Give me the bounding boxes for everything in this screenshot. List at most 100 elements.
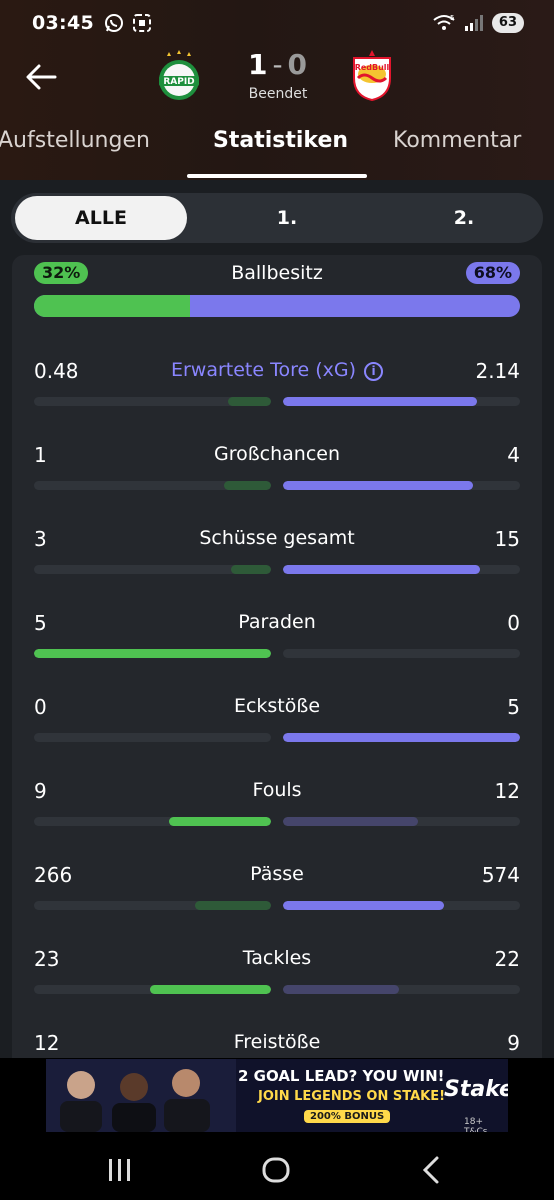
ad-subline: JOIN LEGENDS ON STAKE! [258, 1089, 446, 1104]
stat-name: Pässe [124, 863, 430, 885]
stat-row: 266 Pässe 574 [34, 863, 520, 923]
ad-terms: 18+ T&Cs [464, 1117, 488, 1132]
stat-away-value: 574 [481, 863, 520, 887]
stats-card: 32% Ballbesitz 68% 0.48 Erwartete Tore (x… [12, 255, 542, 1058]
ad-players-image [46, 1059, 236, 1132]
stat-away-bar-track [283, 901, 520, 910]
stat-row: 5 Paraden 0 [34, 611, 520, 671]
possession-away: 68% [465, 262, 520, 284]
stat-away-bar-track [283, 481, 520, 490]
arrow-left-icon [26, 64, 57, 90]
stat-home-bar-fill [195, 901, 271, 910]
tab-statistics[interactable]: Statistiken [213, 128, 349, 153]
period-switch: ALLE 1. 2. [11, 193, 543, 243]
stat-home-bar-track [34, 985, 271, 994]
stat-label: Großchancen [213, 443, 341, 465]
stat-row: 0 Eckstöße 5 [34, 695, 520, 755]
stat-name: Schüsse gesamt [124, 527, 430, 549]
score: 1-0 [228, 48, 328, 81]
stat-label: Eckstöße [233, 695, 321, 717]
stat-home-value: 1 [34, 443, 47, 467]
stat-name: Tackles [124, 947, 430, 969]
stat-home-value: 23 [34, 947, 60, 971]
stat-away-bar-fill [283, 481, 473, 490]
period-all-button[interactable]: ALLE [15, 196, 187, 240]
chevron-left-icon[interactable] [412, 1150, 452, 1190]
stat-home-value: 266 [34, 863, 73, 887]
stat-name: Großchancen [124, 443, 430, 465]
status-bar: 03:45 5 [0, 0, 554, 46]
stat-home-bar-track [34, 649, 271, 658]
stat-label: Fouls [252, 779, 302, 801]
home-logo-text: RAPID [163, 77, 194, 87]
stat-label: Erwartete Tore (xG) [170, 359, 357, 381]
ad-banner[interactable]: 2 GOAL LEAD? YOU WIN! JOIN LEGENDS ON ST… [46, 1059, 508, 1132]
whatsapp-icon [104, 14, 123, 32]
statistics-content[interactable]: ALLE 1. 2. 32% Ballbesitz 68% 0.48 Erwart… [0, 180, 554, 1058]
stat-row: 12 Freistöße 9 [34, 1031, 520, 1058]
info-icon[interactable]: i [364, 362, 384, 381]
stat-home-bar-track [34, 901, 271, 910]
stat-home-value: 12 [34, 1031, 60, 1055]
match-header: RAPID 1-0 Beendet RedBull [0, 46, 554, 108]
stat-home-bar-fill [150, 985, 271, 994]
stat-home-bar-fill [228, 397, 271, 406]
stat-away-bar-fill [283, 817, 418, 826]
stat-away-bar-fill [283, 901, 444, 910]
stat-away-bar-fill [283, 565, 480, 574]
ad-bonus-badge: 200% BONUS [304, 1110, 391, 1123]
stat-home-bar-track [34, 481, 271, 490]
stat-row: 9 Fouls 12 [34, 779, 520, 839]
stat-row: 0.48 Erwartete Tore (xG) i 2.14 [34, 359, 520, 419]
recents-icon[interactable] [100, 1150, 140, 1190]
match-status: Beendet [248, 86, 308, 102]
stat-row: 23 Tackles 22 [34, 947, 520, 1007]
home-team-logo[interactable]: RAPID [155, 50, 203, 102]
stat-away-bar-track [283, 565, 520, 574]
stat-away-bar-track [283, 817, 520, 826]
away-score: 0 [287, 48, 309, 81]
possession-label: Ballbesitz [231, 262, 323, 284]
signal-label: 5 [450, 14, 454, 22]
stat-away-value: 4 [507, 443, 520, 467]
home-circle-icon[interactable] [256, 1150, 296, 1190]
period-second-half-button[interactable]: 2. [453, 207, 475, 229]
stat-name[interactable]: Erwartete Tore (xG) i [124, 359, 430, 381]
stat-home-value: 3 [34, 527, 47, 551]
back-button[interactable] [20, 56, 62, 98]
stat-home-bar-fill [34, 649, 271, 658]
away-team-logo[interactable]: RedBull [348, 50, 396, 102]
stat-label: Schüsse gesamt [199, 527, 355, 549]
stat-away-bar-track [283, 733, 520, 742]
stat-away-bar-fill [283, 733, 520, 742]
stat-label: Tackles [242, 947, 312, 969]
stat-home-bar-fill [231, 565, 271, 574]
stat-home-value: 9 [34, 779, 47, 803]
wifi-icon: 5 [433, 14, 455, 30]
score-separator: - [272, 48, 284, 81]
stat-away-value: 15 [494, 527, 520, 551]
tab-commentary[interactable]: Kommentar [393, 128, 522, 153]
stat-home-bar-track [34, 733, 271, 742]
stat-row: 1 Großchancen 4 [34, 443, 520, 503]
stat-label: Paraden [238, 611, 316, 633]
stat-away-bar-track [283, 649, 520, 658]
stat-away-bar-track [283, 985, 520, 994]
stat-home-value: 5 [34, 611, 47, 635]
stat-away-value: 5 [507, 695, 520, 719]
possession-bar [34, 295, 520, 317]
ad-brand-logo: Stake [444, 1077, 508, 1102]
ad-headline: 2 GOAL LEAD? YOU WIN! [238, 1067, 445, 1085]
system-nav-bar [0, 1140, 554, 1200]
stat-away-value: 9 [507, 1031, 520, 1055]
stat-away-value: 22 [494, 947, 520, 971]
stat-home-bar-fill [169, 817, 271, 826]
battery-badge: 63 [491, 13, 524, 33]
period-first-half-button[interactable]: 1. [276, 207, 298, 229]
active-tab-indicator [187, 174, 367, 178]
stat-home-bar-fill [224, 481, 271, 490]
status-time: 03:45 [32, 12, 94, 34]
stat-away-value: 0 [507, 611, 520, 635]
tab-lineups[interactable]: Aufstellungen [0, 128, 150, 153]
stat-away-bar-fill [283, 985, 399, 994]
